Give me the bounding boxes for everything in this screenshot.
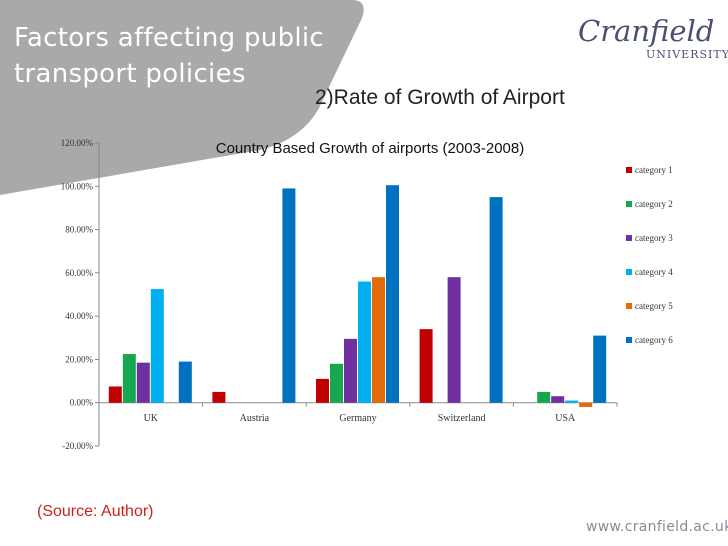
y-tick-label: 120.00% (61, 138, 94, 148)
bar-usa-category-2 (537, 391, 551, 403)
bar-uk-category-6 (178, 361, 192, 403)
slide-subtitle: 2)Rate of Growth of Airport (315, 86, 565, 109)
bar-usa-category-6 (593, 335, 607, 403)
bar-usa-category-5 (579, 402, 593, 408)
bar-germany-category-4 (358, 281, 371, 403)
source-note: (Source: Author) (37, 503, 154, 520)
y-tick-label: 40.00% (65, 311, 93, 321)
legend-label: category 2 (635, 199, 673, 209)
logo-wordmark: Cranfield (578, 14, 715, 48)
bar-austria-category-1 (212, 391, 226, 403)
bar-switzerland-category-1 (419, 329, 433, 403)
legend-swatch-category-1 (626, 167, 632, 173)
legend-swatch-category-3 (626, 235, 632, 241)
slide-title-line-2: transport policies (14, 59, 246, 89)
x-tick-label: Austria (240, 413, 270, 424)
x-tick-label: UK (144, 413, 159, 424)
logo-university: UNIVERSITY (646, 48, 728, 61)
bar-germany-category-2 (330, 363, 343, 403)
bar-uk-category-2 (122, 354, 136, 403)
y-tick-label: 20.00% (65, 354, 93, 364)
website-url: www.cranfield.ac.uk (586, 519, 728, 535)
y-tick-label: -20.00% (62, 441, 93, 451)
legend-swatch-category-2 (626, 201, 632, 207)
x-tick-label: Switzerland (438, 413, 486, 424)
y-tick-label: 0.00% (70, 398, 94, 408)
bar-switzerland-category-3 (447, 277, 461, 403)
bar-germany-category-6 (386, 185, 399, 403)
bar-germany-category-1 (316, 378, 329, 403)
slide-title-line-1: Factors affecting public (14, 23, 325, 53)
y-tick-label: 80.00% (65, 225, 93, 235)
cranfield-logo: Cranfield UNIVERSITY (578, 14, 728, 61)
legend-swatch-category-4 (626, 269, 632, 275)
bar-uk-category-1 (108, 386, 122, 403)
chart-title: Country Based Growth of airports (2003-2… (216, 140, 525, 157)
y-tick-label: 100.00% (61, 181, 94, 191)
legend-label: category 3 (635, 233, 673, 243)
bar-usa-category-4 (565, 400, 579, 403)
legend-label: category 4 (635, 267, 673, 277)
bar-switzerland-category-6 (489, 197, 503, 403)
legend-swatch-category-6 (626, 337, 632, 343)
bar-uk-category-3 (136, 362, 150, 403)
legend-label: category 5 (635, 301, 673, 311)
title-banner (0, 0, 364, 195)
bar-germany-category-3 (344, 338, 357, 403)
bar-uk-category-4 (150, 289, 164, 403)
bar-usa-category-3 (551, 396, 565, 403)
bar-germany-category-5 (372, 277, 385, 403)
y-tick-label: 60.00% (65, 268, 93, 278)
legend-label: category 1 (635, 165, 673, 175)
legend-swatch-category-5 (626, 303, 632, 309)
x-tick-label: USA (555, 413, 576, 424)
slide-title: Factors affecting public transport polic… (14, 20, 324, 92)
bar-austria-category-6 (282, 188, 296, 403)
x-tick-label: Germany (339, 413, 376, 424)
legend-label: category 6 (635, 335, 673, 345)
